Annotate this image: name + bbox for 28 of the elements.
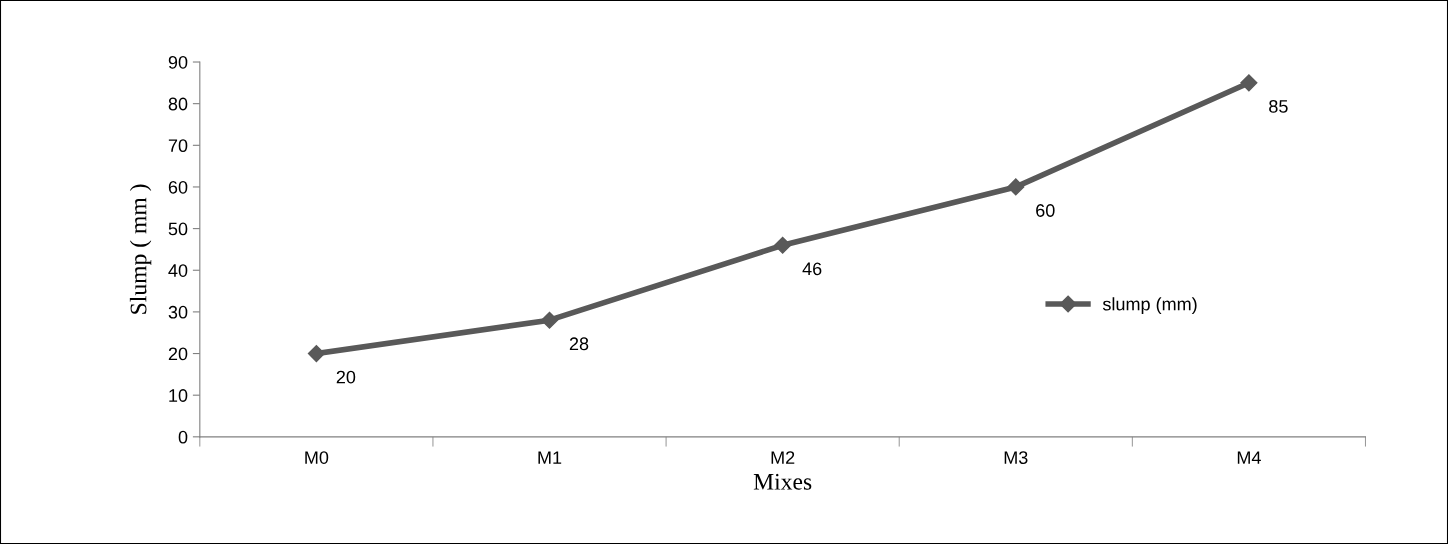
point	[1240, 74, 1258, 92]
x-tick-label: M0	[305, 451, 329, 464]
y-tick-label: 10	[169, 389, 188, 402]
data-label: 20	[336, 370, 356, 384]
x-tick-label: M3	[1004, 451, 1028, 464]
y-tick-label: 90	[168, 55, 188, 69]
data-label: 85	[1269, 99, 1288, 113]
y-tick-label: 30	[168, 305, 188, 319]
x-tick-label: M4	[1237, 451, 1261, 464]
y-tick-label: 70	[168, 139, 188, 153]
y-tick-label: 40	[168, 264, 188, 277]
y-tick-label: 80	[168, 97, 188, 111]
point	[540, 311, 559, 329]
data-label: 60	[1036, 204, 1055, 217]
point	[774, 236, 792, 254]
point	[1007, 178, 1025, 196]
data-label: 46	[802, 262, 822, 276]
x-axis-title: Mixes	[753, 473, 812, 490]
x-tick-label: M1	[538, 451, 562, 464]
y-tick-label: 60	[168, 180, 188, 194]
y-axis-title: Slump ( mm )	[129, 184, 152, 314]
y-tick-label: 0	[178, 430, 188, 444]
y-tick-label: 20	[168, 347, 188, 361]
y-tick-label: 50	[168, 222, 188, 236]
legend-label: slump (mm)	[1102, 297, 1197, 315]
x-tick-label: M2	[771, 451, 795, 464]
point	[307, 344, 325, 363]
data-label: 28	[569, 337, 589, 351]
